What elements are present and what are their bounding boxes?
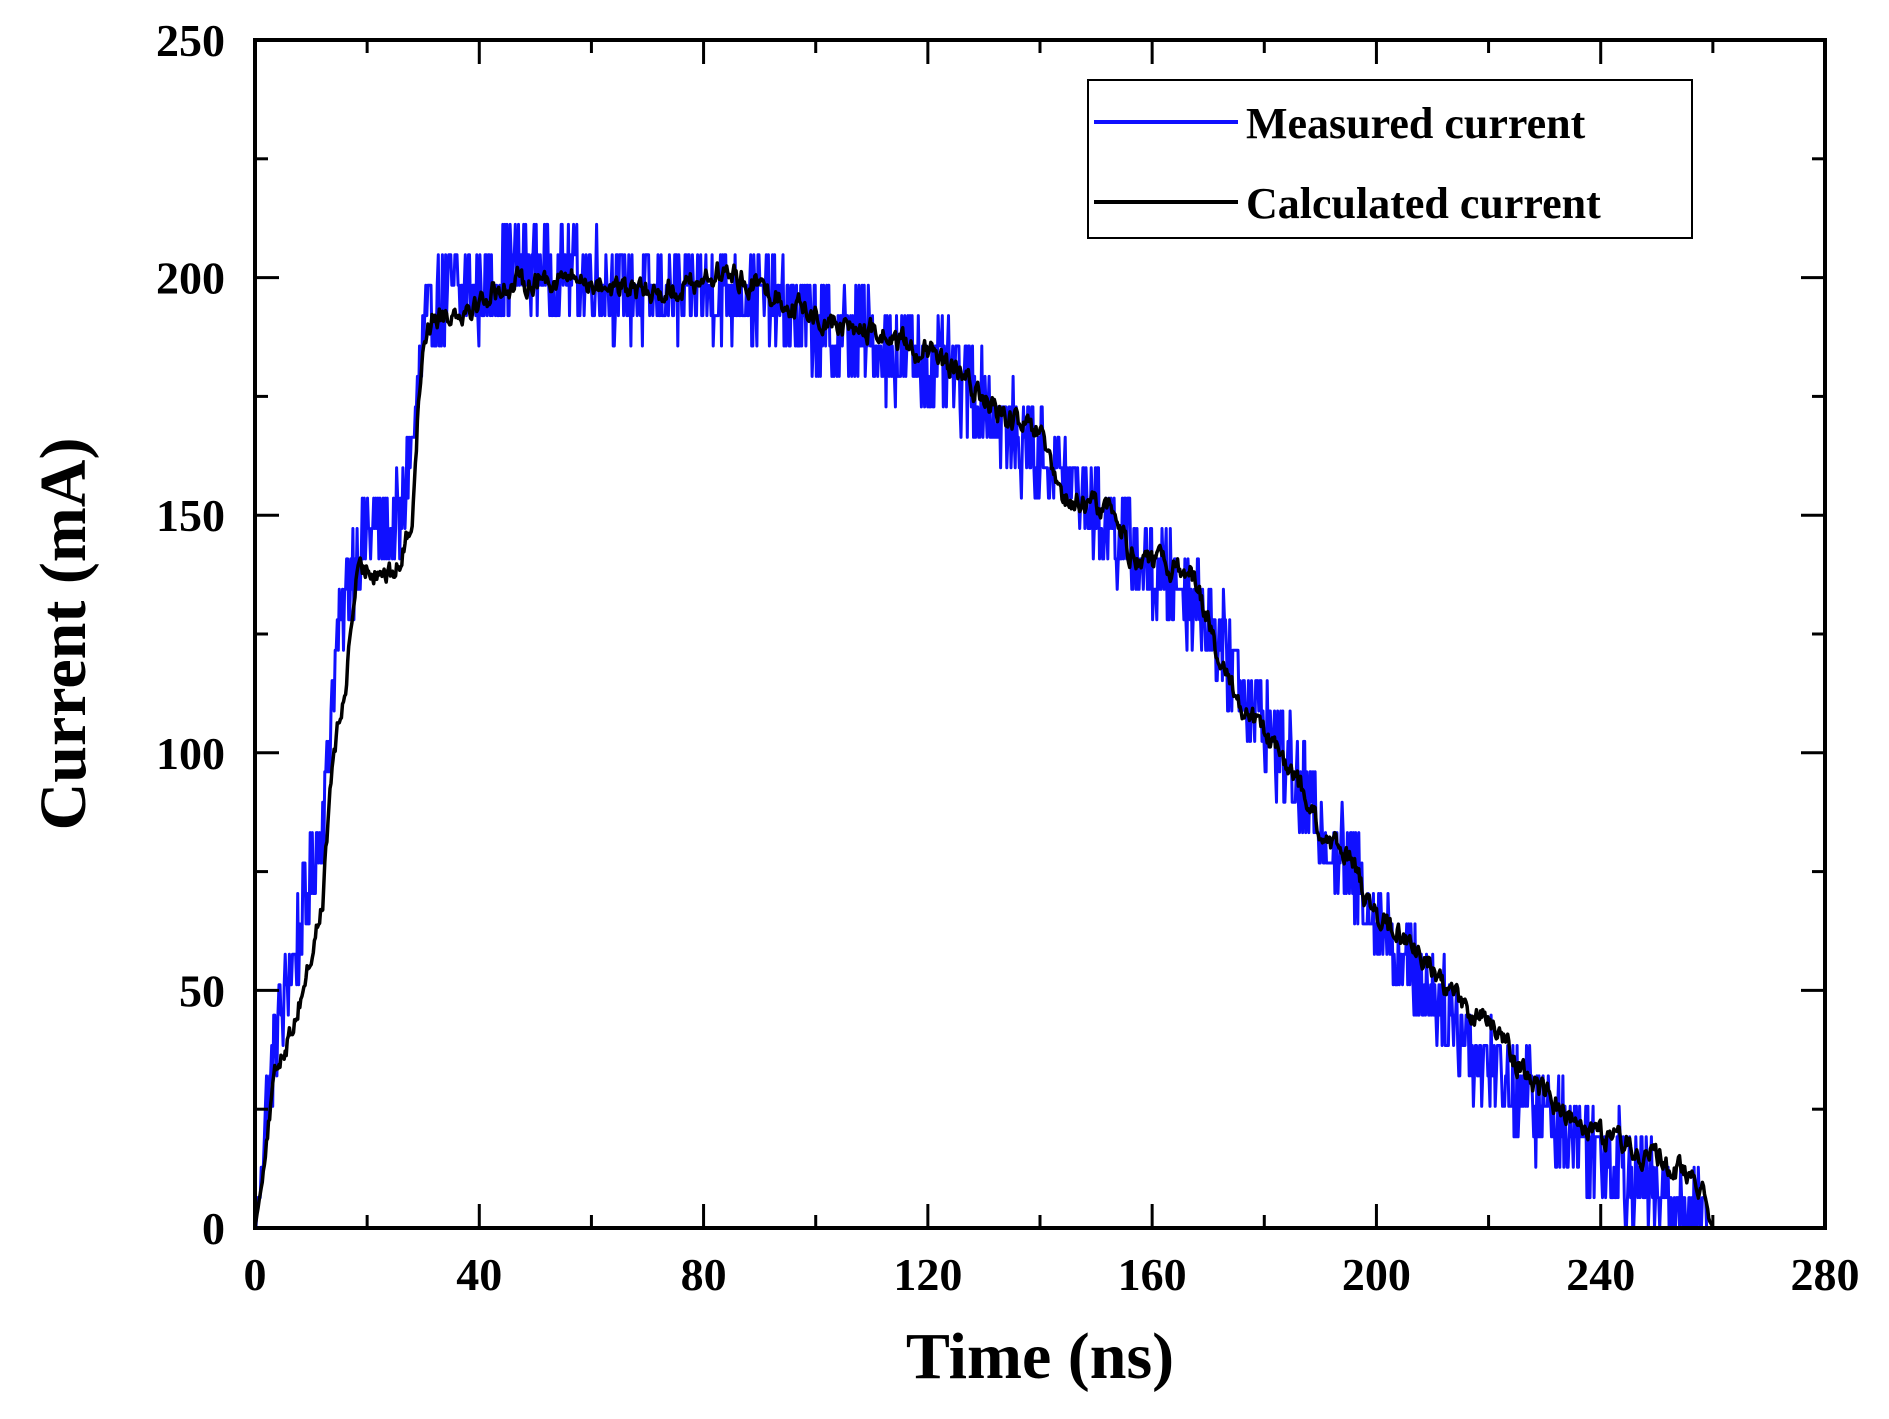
- y-tick-label: 50: [179, 965, 225, 1016]
- y-tick-label: 200: [156, 253, 225, 304]
- plot-frame: [253, 38, 1827, 1230]
- x-tick-label: 120: [893, 1249, 962, 1300]
- y-axis-title: Current (mA): [27, 438, 100, 831]
- x-axis-title: Time (ns): [906, 1320, 1174, 1393]
- y-tick-label: 100: [156, 728, 225, 779]
- legend: Measured current Calculated current: [1087, 79, 1693, 239]
- x-tick-label: 160: [1118, 1249, 1187, 1300]
- x-tick-label: 40: [456, 1249, 502, 1300]
- y-tick-label: 150: [156, 490, 225, 541]
- x-tick-label: 240: [1566, 1249, 1635, 1300]
- x-tick-label: 200: [1342, 1249, 1411, 1300]
- y-tick-label: 250: [156, 15, 225, 66]
- legend-label-measured: Measured current: [1246, 99, 1586, 148]
- x-tick-labels: 0 40 80 120 160 200 240 280: [244, 1249, 1860, 1300]
- y-tick-label: 0: [202, 1203, 225, 1254]
- x-tick-label: 80: [681, 1249, 727, 1300]
- y-tick-labels: 0 50 100 150 200 250: [156, 15, 225, 1254]
- series-calculated-current-line: [253, 261, 1715, 1229]
- series-layer: [253, 222, 1715, 1230]
- x-tick-label: 0: [244, 1249, 267, 1300]
- legend-label-calculated: Calculated current: [1246, 179, 1601, 228]
- x-tick-label: 280: [1791, 1249, 1860, 1300]
- legend-box: [1087, 79, 1693, 239]
